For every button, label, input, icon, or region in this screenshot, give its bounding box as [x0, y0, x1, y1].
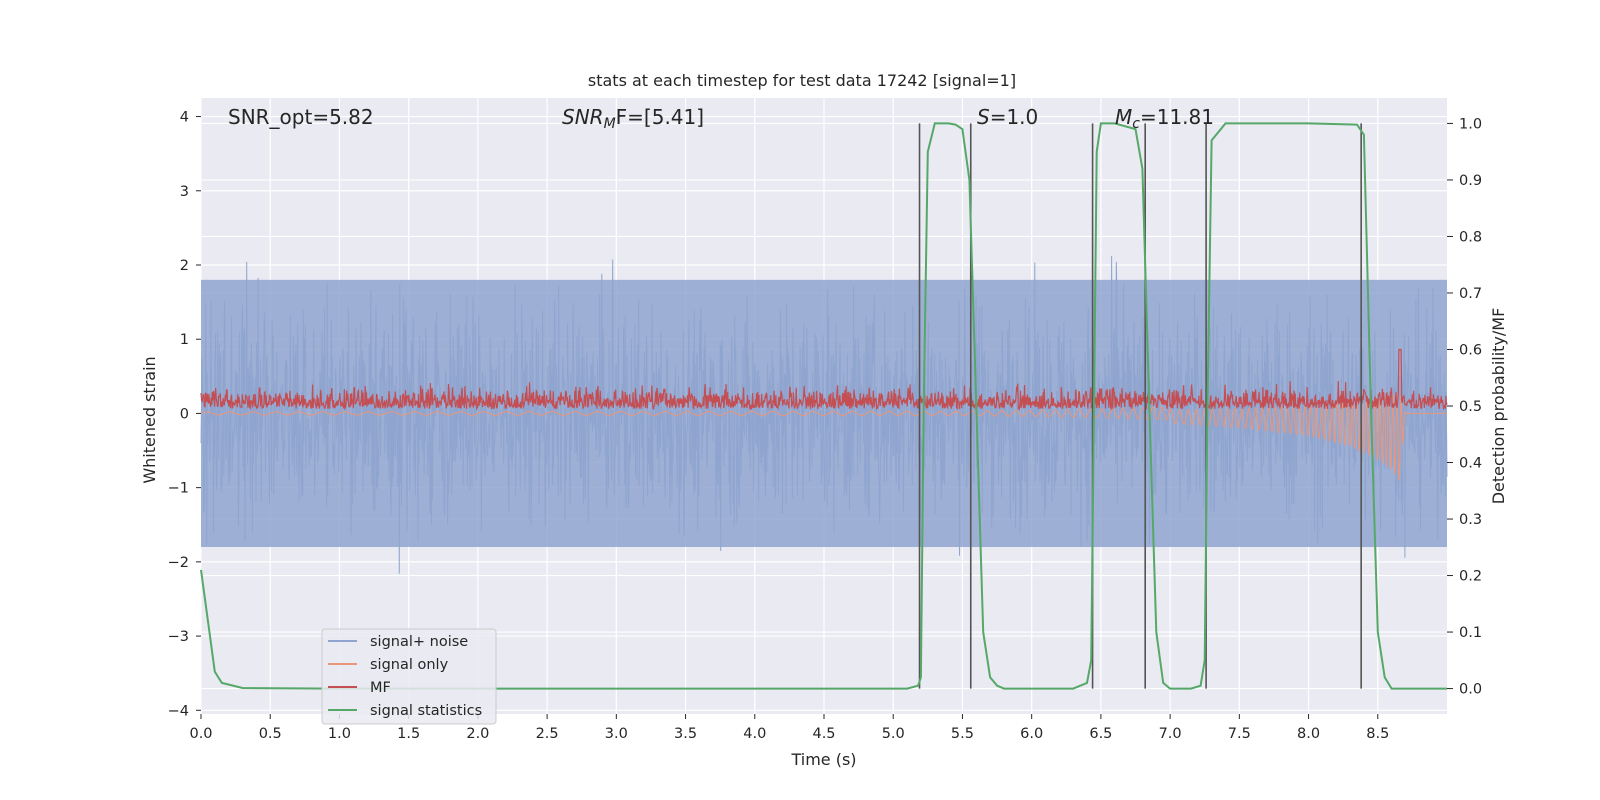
- y-tick-label-7: 3: [180, 184, 189, 200]
- snr-mf-subscript: M: [604, 116, 616, 132]
- x-tick-label-14: 7.0: [1159, 726, 1182, 742]
- legend-box: [321, 628, 497, 725]
- x-tick-label-3: 1.5: [397, 726, 420, 742]
- y-tick-label-5: 1: [180, 332, 189, 348]
- legend-label-signal-noise: signal+ noise: [370, 634, 468, 650]
- y2-ticks: 0.0 0.1 0.2 0.3 0.4 0.5 0.6 0.7 0.8 0.9 1.0: [1447, 116, 1482, 698]
- y-axis-label: Whitened strain: [140, 356, 159, 483]
- chart-title: stats at each timestep for test data 172…: [588, 71, 1016, 90]
- y2-axis-label: Detection probability/MF: [1489, 308, 1508, 505]
- signal-only-line: [200, 392, 1447, 481]
- y2-tick-label-2: 0.2: [1459, 569, 1482, 585]
- y2-tick-label-9: 0.9: [1459, 173, 1482, 189]
- x-axis-label: Time (s): [790, 750, 856, 769]
- x-tick-label-2: 1.0: [328, 726, 351, 742]
- x-tick-label-1: 0.5: [259, 726, 282, 742]
- s-symbol: S: [977, 105, 990, 129]
- y2-tick-label-7: 0.7: [1459, 286, 1482, 302]
- snr-mf-symbol: SNR: [562, 105, 604, 129]
- signal-only-series: [200, 392, 1447, 481]
- x-tick-label-15: 7.5: [1228, 726, 1251, 742]
- y2-tick-label-0: 0.0: [1459, 682, 1482, 698]
- legend: signal+ noise signal only MF signal stat…: [321, 628, 497, 725]
- y-tick-label-4: 0: [180, 406, 189, 422]
- snr-opt-annotation: SNR_opt=5.82: [228, 105, 374, 129]
- x-tick-label-11: 5.5: [951, 726, 974, 742]
- y2-tick-label-1: 0.1: [1459, 625, 1482, 641]
- x-tick-label-10: 5.0: [882, 726, 905, 742]
- x-tick-label-17: 8.5: [1366, 726, 1389, 742]
- signal-statistics-series: [200, 122, 1447, 690]
- x-tick-label-8: 4.0: [743, 726, 766, 742]
- x-tick-label-5: 2.5: [536, 726, 559, 742]
- x-tick-label-7: 3.5: [674, 726, 697, 742]
- legend-label-signal-statistics: signal statistics: [370, 703, 482, 719]
- x-tick-label-12: 6.0: [1020, 726, 1043, 742]
- y2-tick-label-4: 0.4: [1459, 456, 1482, 472]
- mc-symbol: M: [1115, 105, 1132, 129]
- y-tick-label-2: −2: [168, 555, 189, 571]
- x-tick-label-4: 2.0: [466, 726, 489, 742]
- signal-statistics-line: [200, 122, 1447, 690]
- mf-line: [200, 348, 1448, 411]
- y2-tick-label-6: 0.6: [1459, 342, 1482, 358]
- y2-tick-label-5: 0.5: [1459, 399, 1482, 415]
- legend-label-mf: MF: [370, 680, 391, 696]
- x-tick-label-0: 0.0: [189, 726, 212, 742]
- mc-annotation: Mc=11.81: [1115, 105, 1214, 132]
- x-tick-label-16: 8.0: [1297, 726, 1320, 742]
- y-tick-label-0: −4: [168, 703, 189, 719]
- snr-mf-value: F=[5.41]: [616, 105, 704, 129]
- mc-value: =11.81: [1140, 105, 1214, 129]
- legend-label-signal-only: signal only: [370, 657, 449, 673]
- y-tick-label-8: 4: [180, 110, 189, 126]
- y-tick-label-1: −3: [168, 629, 189, 645]
- x-tick-label-13: 6.5: [1089, 726, 1112, 742]
- x-ticks: 0.0 0.5 1.0 1.5 2.0 2.5 3.0 3.5 4.0 4.5 5.0 5.5 6.0 6…: [189, 714, 1389, 742]
- y-tick-label-3: −1: [168, 481, 189, 497]
- y2-tick-label-8: 0.8: [1459, 229, 1482, 245]
- y2-tick-label-10: 1.0: [1459, 116, 1482, 132]
- y-ticks: −4 −3 −2 −1 0 1 2 3 4: [168, 110, 201, 719]
- y2-tick-label-3: 0.3: [1459, 512, 1482, 528]
- signal-noise-series: [200, 256, 1448, 574]
- y-tick-label-6: 2: [180, 258, 189, 274]
- snr-mf-annotation: SNRMF=[5.41]: [562, 105, 704, 132]
- mc-subscript: c: [1132, 116, 1140, 132]
- s-annotation: S=1.0: [977, 105, 1038, 129]
- x-tick-label-6: 3.0: [605, 726, 628, 742]
- x-tick-label-9: 4.5: [812, 726, 835, 742]
- mf-series: [200, 348, 1448, 411]
- s-value: =1.0: [990, 105, 1039, 129]
